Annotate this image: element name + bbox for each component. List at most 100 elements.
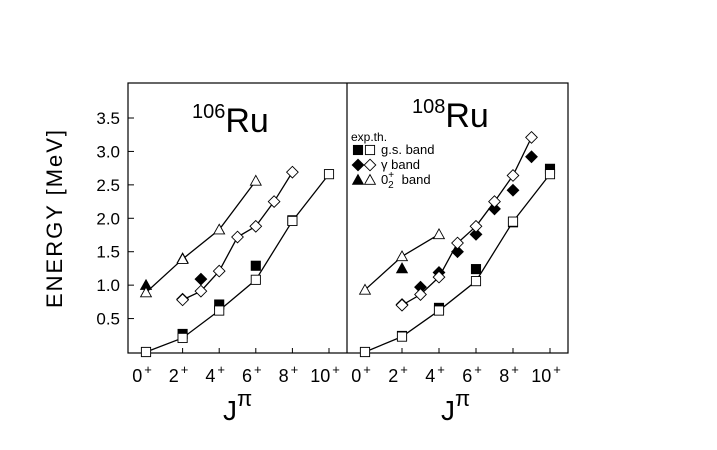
legend-label-gamma: γ band xyxy=(381,157,420,172)
x-tick-sup: + xyxy=(217,362,225,377)
x-tick-value: 8 xyxy=(499,366,509,386)
y-tick-label: 3.0 xyxy=(96,142,120,161)
data-point-zero2-th xyxy=(358,283,372,295)
legend-marker-zero2-th xyxy=(363,173,377,185)
data-point-zero2-th xyxy=(432,228,446,240)
x-axis-label-left: Jπ xyxy=(223,386,252,426)
x-tick-label: 0 + xyxy=(351,362,371,386)
x-tick-sup: + xyxy=(400,362,408,377)
x-axis-label-right: Jπ xyxy=(441,386,470,426)
data-point-gamma-th xyxy=(395,298,409,312)
x-axis-label-sup: π xyxy=(237,386,252,411)
x-tick-sup: + xyxy=(332,362,340,377)
legend-header: exp.th. xyxy=(351,130,387,144)
x-axis-label-base: J xyxy=(441,395,455,426)
x-tick-value: 0 xyxy=(132,366,142,386)
legend-label-gs: g.s. band xyxy=(381,142,435,157)
x-tick-value: 0 xyxy=(351,366,361,386)
x-tick-sup: + xyxy=(511,362,519,377)
y-axis-label: ENERGY [MeV] xyxy=(42,128,67,308)
y-tick-label: 3.5 xyxy=(96,109,120,128)
x-tick-value: 10 xyxy=(531,366,551,386)
x-tick-label: 4 + xyxy=(205,362,225,386)
data-point-zero2-th xyxy=(249,174,262,186)
data-point-gamma-exp xyxy=(194,272,208,286)
legend-marker-gamma-exp xyxy=(351,158,365,172)
series-line-gs xyxy=(364,173,551,353)
data-point-gs-th xyxy=(287,215,298,227)
data-point-gamma-th xyxy=(212,264,226,278)
data-point-gs-th xyxy=(433,305,445,316)
x-tick-label: 10 + xyxy=(531,362,561,386)
x-tick-label: 6 + xyxy=(242,362,262,386)
x-tick-value: 2 xyxy=(388,366,398,386)
legend-marker-gamma-th xyxy=(363,158,377,172)
y-tick-label: 2.5 xyxy=(96,176,120,195)
series-line-zero2 xyxy=(364,233,440,291)
x-tick-sup: + xyxy=(181,362,189,377)
data-point-gs-th xyxy=(250,274,261,285)
data-point-zero2-exp xyxy=(395,262,409,274)
x-tick-value: 8 xyxy=(279,366,289,386)
series-line-gs xyxy=(145,173,330,353)
x-tick-value: 6 xyxy=(462,366,472,386)
x-tick-value: 10 xyxy=(310,366,330,386)
data-point-gamma-exp xyxy=(525,150,538,164)
data-point-gamma-th xyxy=(488,195,501,209)
data-point-gamma-th xyxy=(176,293,190,307)
nucleus-symbol: Ru xyxy=(445,97,488,135)
x-tick-value: 6 xyxy=(242,366,252,386)
panel-title-106ru: 106Ru xyxy=(192,101,269,140)
x-tick-sup: + xyxy=(474,362,482,377)
data-point-gamma-exp xyxy=(469,227,483,241)
data-point-gamma-th xyxy=(285,165,299,179)
data-point-gamma-th xyxy=(432,270,446,284)
legend-label-sup: + xyxy=(388,170,394,181)
data-point-zero2-th xyxy=(395,250,409,262)
x-tick-label: 4 + xyxy=(425,362,445,386)
x-tick-value: 4 xyxy=(205,366,215,386)
data-point-gamma-th xyxy=(451,236,464,250)
data-point-gs-th xyxy=(214,305,225,316)
x-tick-sup: + xyxy=(144,362,152,377)
panel-title-108ru: 108Ru xyxy=(412,96,489,135)
data-point-gamma-th xyxy=(469,219,483,233)
legend-label-rest: band xyxy=(402,172,431,187)
data-point-gs-exp xyxy=(250,260,261,271)
x-tick-value: 2 xyxy=(169,366,179,386)
x-tick-value: 4 xyxy=(425,366,435,386)
legend-label-sub: 2 xyxy=(388,180,394,191)
data-point-gamma-th xyxy=(267,195,281,209)
nucleus-mass: 108 xyxy=(412,96,445,118)
x-tick-sup: + xyxy=(437,362,445,377)
x-tick-sup: + xyxy=(291,362,299,377)
y-tick-label: 1.0 xyxy=(96,276,120,295)
legend-label-zero2: 0+ 2 band xyxy=(381,170,431,191)
data-point-zero2-th xyxy=(176,252,189,264)
data-point-gamma-th xyxy=(231,230,244,244)
x-tick-label: 2 + xyxy=(388,362,408,386)
y-tick-label: 1.5 xyxy=(96,243,120,262)
data-point-gamma-th xyxy=(249,219,263,233)
data-point-gamma-th xyxy=(525,130,538,144)
panel-frame xyxy=(127,82,569,354)
x-tick-label: 8 + xyxy=(279,362,299,386)
legend-marker-gs-exp xyxy=(352,144,364,156)
nucleus-mass: 106 xyxy=(192,101,225,123)
data-point-gs-th xyxy=(359,346,371,358)
x-tick-sup: + xyxy=(553,362,561,377)
data-point-zero2-th xyxy=(139,286,153,298)
y-tick-label: 2.0 xyxy=(96,209,120,228)
data-point-gs-th xyxy=(507,216,519,227)
nucleus-symbol: Ru xyxy=(225,102,268,140)
data-point-gamma-exp xyxy=(506,183,520,197)
data-point-gamma-th xyxy=(506,169,520,182)
series-line-zero2 xyxy=(145,180,257,293)
legend-marker-zero2-exp xyxy=(351,173,365,185)
x-tick-sup: + xyxy=(363,362,371,377)
data-point-gamma-th xyxy=(194,284,208,298)
x-tick-label: 2 + xyxy=(169,362,189,386)
x-tick-sup: + xyxy=(254,362,262,377)
